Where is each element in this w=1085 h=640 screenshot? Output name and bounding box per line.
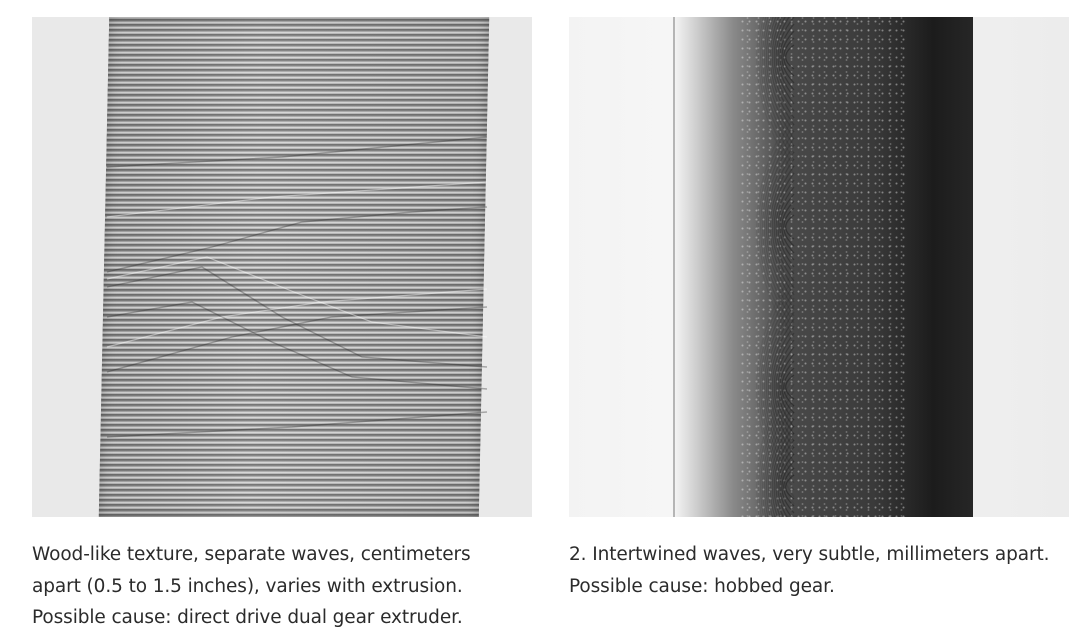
part-edge-line (673, 17, 675, 517)
wave-arc (779, 453, 795, 517)
wave-arc (760, 123, 795, 331)
wave-arc (777, 17, 795, 98)
wave-arc (769, 318, 795, 456)
wave-arc (760, 283, 795, 491)
wave-arc (762, 390, 795, 517)
wave-arc (765, 144, 795, 310)
surface-speckle (739, 17, 909, 517)
wave-arc (764, 297, 795, 477)
wave-arc (777, 346, 795, 428)
figure-wood-texture: Wood-like texture, separate waves, centi… (32, 17, 532, 634)
wave-arc (775, 339, 795, 435)
wave-arc (760, 17, 795, 161)
wave-arc (773, 172, 795, 282)
wave-pattern-overlay (106, 136, 488, 438)
wave-arc (765, 404, 795, 517)
wave-arc (771, 325, 795, 449)
wave-arc (769, 418, 795, 517)
wave-arc (773, 17, 795, 112)
intertwined-waves-photo (569, 17, 1069, 517)
wave-arc (783, 367, 795, 407)
wave-arc (779, 193, 795, 261)
wood-texture-photo (32, 17, 532, 517)
wave-arc (762, 130, 795, 324)
wave-arc (775, 439, 795, 517)
wave-arc (783, 467, 795, 507)
caption-line: Wood-like texture, separate waves, centi… (32, 544, 471, 565)
wave-arc (769, 158, 795, 296)
wave-arc (781, 360, 795, 414)
wave-arc (767, 411, 795, 517)
wave-arc (765, 17, 795, 140)
wave-arc (762, 290, 795, 484)
wave-arc (775, 179, 795, 275)
wave-arc (781, 460, 795, 514)
wave-arc (783, 37, 795, 77)
wave-arc (773, 332, 795, 442)
wave-arc (785, 474, 795, 500)
wave-arc (785, 44, 795, 70)
wave-arc (764, 397, 795, 517)
wave-arc (765, 304, 795, 470)
wave-arc (777, 186, 795, 268)
figure-intertwined-waves: 2. Intertwined waves, very subtle, milli… (569, 17, 1069, 602)
wave-arc (758, 276, 795, 498)
wave-arc (781, 200, 795, 254)
wave-arc (775, 17, 795, 105)
wave-arc (785, 214, 795, 240)
wave-arc (779, 353, 795, 421)
caption-line: Possible cause: hobbed gear. (569, 575, 835, 597)
wave-arc (762, 17, 795, 154)
caption-line: Possible cause: direct drive dual gear e… (32, 607, 463, 628)
wave-arc (756, 109, 795, 345)
wave-arcs-overlay (756, 17, 795, 517)
wave-arc (773, 432, 795, 517)
wave-arc (758, 17, 795, 168)
wave-arc (764, 137, 795, 317)
wave-arc (756, 369, 795, 517)
wave-arc (781, 30, 795, 84)
caption-line: apart (0.5 to 1.5 inches), varies with e… (32, 575, 463, 597)
printed-part-dark (673, 17, 973, 517)
wave-arc (783, 207, 795, 247)
wave-arc (758, 376, 795, 517)
wave-arc (777, 446, 795, 517)
caption-line: 2. Intertwined waves, very subtle, milli… (569, 544, 1050, 565)
wave-arc (767, 17, 795, 133)
wave-arc (771, 165, 795, 289)
wood-texture-caption: Wood-like texture, separate waves, centi… (32, 539, 532, 634)
wave-arc (785, 374, 795, 400)
wave-arc (779, 23, 795, 91)
wave-arc (767, 151, 795, 303)
wave-arc (756, 269, 795, 505)
wave-arc (756, 17, 795, 175)
wave-arc (771, 425, 795, 517)
wave-arc (767, 311, 795, 463)
wave-arc (760, 383, 795, 517)
wave-arc (758, 116, 795, 338)
wave-arc (769, 17, 795, 126)
wave-arc (771, 17, 795, 119)
wave-arc (764, 17, 795, 147)
intertwined-waves-caption: 2. Intertwined waves, very subtle, milli… (569, 539, 1069, 602)
